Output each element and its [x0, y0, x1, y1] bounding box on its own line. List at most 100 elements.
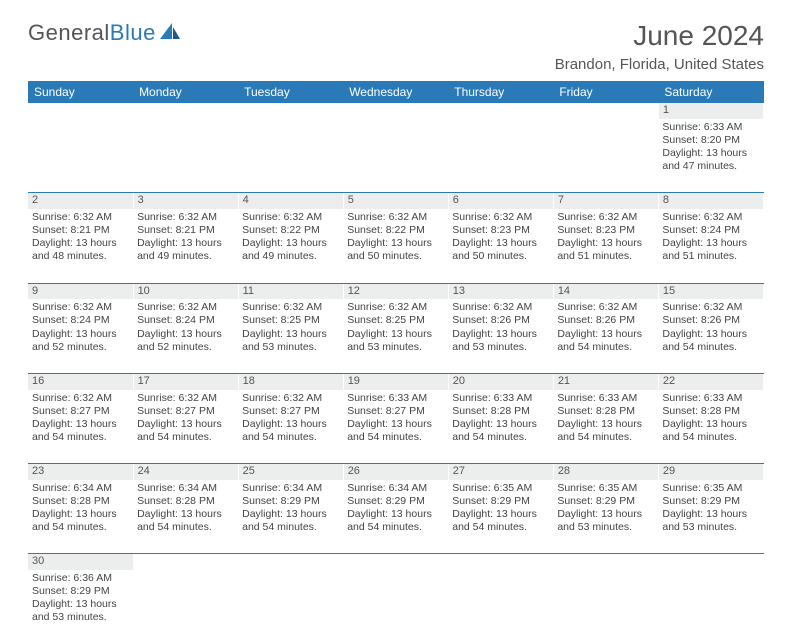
- daylight-line: Daylight: 13 hours and 54 minutes.: [137, 418, 234, 444]
- sunrise-line: Sunrise: 6:32 AM: [137, 392, 234, 405]
- day-number: 3: [133, 193, 238, 209]
- sunrise-line: Sunrise: 6:32 AM: [557, 301, 654, 314]
- day-cell: Sunrise: 6:32 AMSunset: 8:27 PMDaylight:…: [28, 390, 133, 464]
- day-cell: Sunrise: 6:32 AMSunset: 8:25 PMDaylight:…: [238, 299, 343, 373]
- month-year: June 2024: [555, 20, 764, 52]
- day-number: 13: [448, 283, 553, 299]
- content-row: Sunrise: 6:32 AM Sunset: 8:21 PM Daylight:…: [28, 209, 764, 283]
- sunset-line: Sunset: 8:27 PM: [347, 405, 444, 418]
- daylight-line: Daylight: 13 hours and 52 minutes.: [137, 328, 234, 354]
- day-number: 23: [28, 464, 133, 480]
- content-row: Sunrise: 6:32 AMSunset: 8:27 PMDaylight:…: [28, 390, 764, 464]
- daylight-line: Daylight: 13 hours and 54 minutes.: [137, 508, 234, 534]
- day-cell: Sunrise: 6:35 AMSunset: 8:29 PMDaylight:…: [658, 480, 763, 554]
- logo-part2: Blue: [110, 20, 156, 45]
- daylight-line: Daylight: 13 hours and 51 minutes.: [557, 237, 654, 263]
- daynum-row: 23242526272829: [28, 464, 764, 480]
- daynum-row: 30: [28, 554, 764, 570]
- sunset-line: Sunset: 8:29 PM: [32, 585, 129, 598]
- day-number: 9: [28, 283, 133, 299]
- sunset-line: Sunset: 8:29 PM: [452, 495, 549, 508]
- day-number: [343, 103, 448, 119]
- sunset-line: Sunset: 8:29 PM: [557, 495, 654, 508]
- calendar-body: 1Sunrise: 6:33 AMSunset: 8:20 PMDaylight…: [28, 103, 764, 644]
- sunrise-line: Sunrise: 6:32 AM: [242, 301, 339, 314]
- day-number: 5: [343, 193, 448, 209]
- day-cell: Sunrise: 6:32 AMSunset: 8:26 PMDaylight:…: [658, 299, 763, 373]
- sunrise-line: Sunrise: 6:32 AM: [32, 301, 129, 314]
- sunset-line: Sunset: 8:28 PM: [557, 405, 654, 418]
- sunset-line: Sunset: 8:28 PM: [137, 495, 234, 508]
- day-cell: Sunrise: 6:34 AMSunset: 8:29 PMDaylight:…: [238, 480, 343, 554]
- daylight-line: Daylight: 13 hours and 53 minutes.: [347, 328, 444, 354]
- content-row: Sunrise: 6:34 AMSunset: 8:28 PMDaylight:…: [28, 480, 764, 554]
- sunrise-line: Sunrise: 6:33 AM: [662, 121, 759, 134]
- sunset-line: Sunset: 8:29 PM: [242, 495, 339, 508]
- sunrise-line: Sunrise: 6:33 AM: [662, 392, 759, 405]
- daylight-line: Daylight: 13 hours and 54 minutes.: [557, 328, 654, 354]
- sunset-line: Sunset: 8:22 PM: [242, 224, 339, 237]
- title-block: June 2024 Brandon, Florida, United State…: [555, 20, 764, 73]
- sunrise-line: Sunrise: 6:35 AM: [662, 482, 759, 495]
- sunset-line: Sunset: 8:24 PM: [32, 314, 129, 327]
- day-number: 16: [28, 373, 133, 389]
- day-cell: Sunrise: 6:32 AMSunset: 8:24 PMDaylight:…: [658, 209, 763, 283]
- daylight-line: Daylight: 13 hours and 54 minutes.: [347, 418, 444, 444]
- day-cell: Sunrise: 6:32 AMSunset: 8:24 PMDaylight:…: [133, 299, 238, 373]
- sunset-line: Sunset: 8:25 PM: [347, 314, 444, 327]
- day-number: 26: [343, 464, 448, 480]
- daynum-row: 9101112131415: [28, 283, 764, 299]
- day-cell: [343, 570, 448, 644]
- content-row: Sunrise: 6:36 AMSunset: 8:29 PMDaylight:…: [28, 570, 764, 644]
- sunset-line: Sunset: 8:27 PM: [242, 405, 339, 418]
- daylight-line: Daylight: 13 hours and 54 minutes.: [452, 418, 549, 444]
- day-cell: Sunrise: 6:32 AMSunset: 8:26 PMDaylight:…: [448, 299, 553, 373]
- day-number: 22: [658, 373, 763, 389]
- day-cell: Sunrise: 6:34 AMSunset: 8:28 PMDaylight:…: [28, 480, 133, 554]
- day-number: [343, 554, 448, 570]
- logo-text: GeneralBlue: [28, 20, 156, 46]
- sunrise-line: Sunrise: 6:32 AM: [662, 211, 759, 224]
- sunrise-line: Sunrise: 6:32 AM: [242, 211, 339, 224]
- sunset-line: Sunset: 8:21 PM: [32, 224, 129, 237]
- daylight-line: Daylight: 13 hours and 53 minutes.: [662, 508, 759, 534]
- day-cell: [28, 119, 133, 193]
- day-number: [553, 554, 658, 570]
- weekday-header: Wednesday: [343, 81, 448, 103]
- day-cell: Sunrise: 6:32 AMSunset: 8:22 PMDaylight:…: [343, 209, 448, 283]
- day-number: 24: [133, 464, 238, 480]
- day-cell: Sunrise: 6:32 AMSunset: 8:23 PMDaylight:…: [448, 209, 553, 283]
- weekday-header: Thursday: [448, 81, 553, 103]
- daylight-line: Daylight: 13 hours and 54 minutes.: [242, 508, 339, 534]
- sunset-line: Sunset: 8:29 PM: [347, 495, 444, 508]
- sunset-line: Sunset: 8:28 PM: [452, 405, 549, 418]
- day-cell: Sunrise: 6:32 AMSunset: 8:22 PMDaylight:…: [238, 209, 343, 283]
- day-number: 28: [553, 464, 658, 480]
- weekday-header: Saturday: [658, 81, 763, 103]
- daynum-row: 16171819202122: [28, 373, 764, 389]
- daylight-line: Daylight: 13 hours and 54 minutes.: [557, 418, 654, 444]
- day-cell: Sunrise: 6:32 AMSunset: 8:27 PMDaylight:…: [133, 390, 238, 464]
- day-number: 17: [133, 373, 238, 389]
- sunrise-line: Sunrise: 6:32 AM: [347, 211, 444, 224]
- day-number: [448, 554, 553, 570]
- day-cell: Sunrise: 6:33 AMSunset: 8:20 PMDaylight:…: [658, 119, 763, 193]
- day-cell: [238, 119, 343, 193]
- day-number: [28, 103, 133, 119]
- logo-sail-icon: [158, 21, 184, 46]
- sunset-line: Sunset: 8:27 PM: [32, 405, 129, 418]
- day-number: 14: [553, 283, 658, 299]
- sunset-line: Sunset: 8:25 PM: [242, 314, 339, 327]
- sunrise-line: Sunrise: 6:33 AM: [557, 392, 654, 405]
- sunset-line: Sunset: 8:22 PM: [347, 224, 444, 237]
- day-cell: [448, 119, 553, 193]
- day-cell: [658, 570, 763, 644]
- content-row: Sunrise: 6:32 AMSunset: 8:24 PMDaylight:…: [28, 299, 764, 373]
- day-number: 25: [238, 464, 343, 480]
- logo: GeneralBlue: [28, 20, 184, 46]
- day-cell: [238, 570, 343, 644]
- location: Brandon, Florida, United States: [555, 56, 764, 73]
- sunrise-line: Sunrise: 6:32 AM: [452, 301, 549, 314]
- day-number: 6: [448, 193, 553, 209]
- sunset-line: Sunset: 8:28 PM: [662, 405, 759, 418]
